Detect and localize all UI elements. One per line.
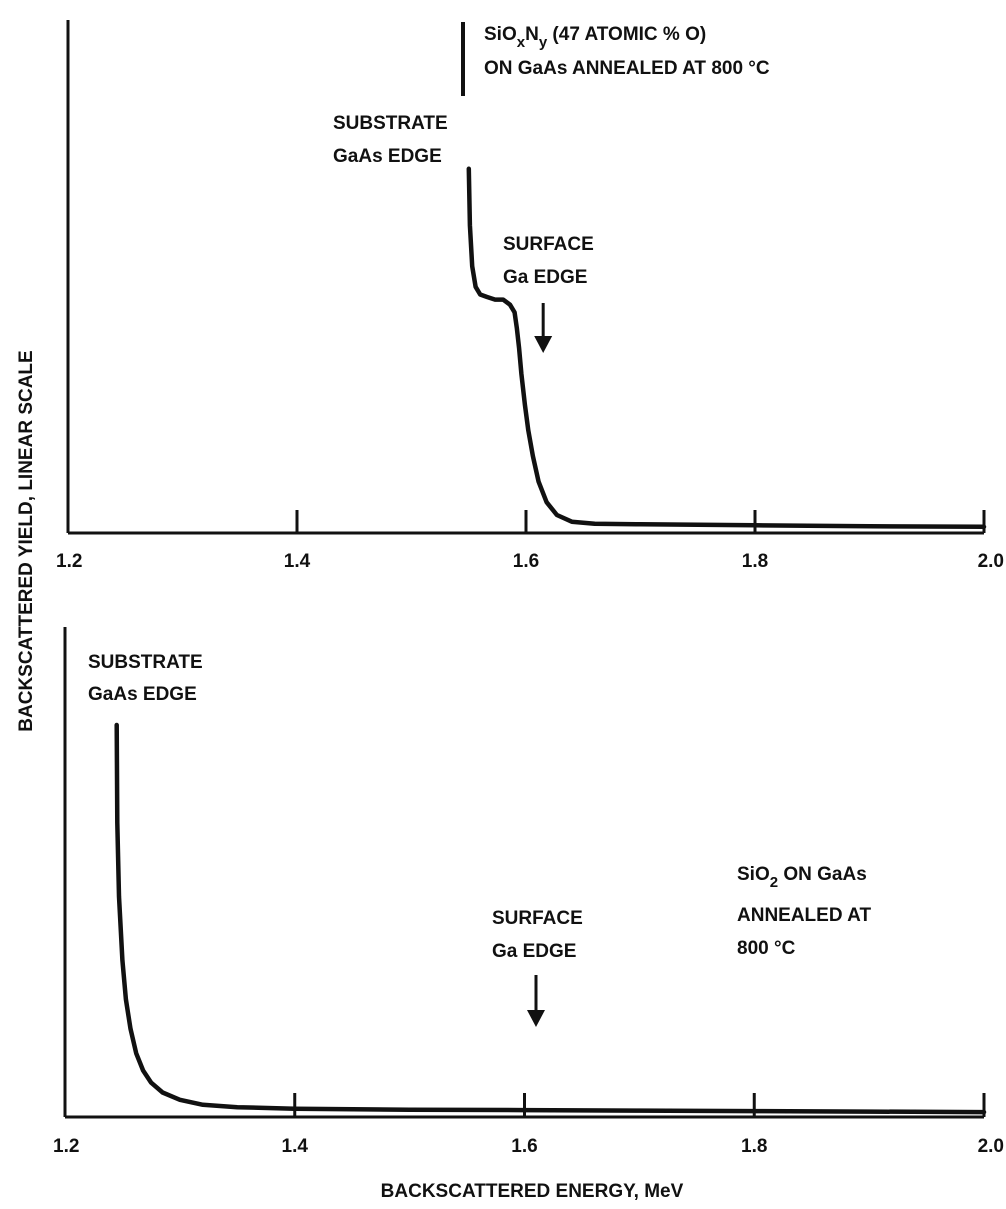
top-tick-label-1.8: 1.8 bbox=[742, 551, 768, 572]
top-panel: 1.2 1.4 1.6 1.8 2.0 SiOxNy (47 ATOMIC % O) O… bbox=[56, 20, 1004, 572]
bottom-tick-label-1.8: 1.8 bbox=[741, 1136, 767, 1157]
bottom-tick-label-2.0: 2.0 bbox=[978, 1136, 1004, 1157]
bottom-substrate-label-line1: SUBSTRATE bbox=[88, 652, 203, 673]
bottom-sample-label-line2: ANNEALED AT bbox=[737, 905, 871, 926]
top-surface-label-line1: SURFACE bbox=[503, 234, 594, 255]
bottom-series-line bbox=[114, 722, 987, 1115]
bottom-surface-label-line2: Ga EDGE bbox=[492, 941, 576, 962]
y-axis-title: BACKSCATTERED YIELD, LINEAR SCALE bbox=[16, 350, 37, 731]
top-arrow-head bbox=[534, 336, 553, 353]
top-tick-marks bbox=[295, 510, 986, 533]
bottom-tick-label-1.2: 1.2 bbox=[53, 1136, 79, 1157]
top-tick-label-1.4: 1.4 bbox=[284, 551, 311, 572]
top-sample-label-line2: ON GaAs ANNEALED AT 800 °C bbox=[484, 58, 770, 79]
top-substrate-label-line1: SUBSTRATE bbox=[333, 113, 448, 134]
bottom-tick-label-1.6: 1.6 bbox=[511, 1136, 537, 1157]
bottom-substrate-label-line2: GaAs EDGE bbox=[88, 684, 197, 705]
bottom-surface-label-line1: SURFACE bbox=[492, 908, 583, 929]
top-substrate-label-line2: GaAs EDGE bbox=[333, 146, 442, 167]
bottom-arrow-head bbox=[526, 1010, 545, 1027]
x-axis-title: BACKSCATTERED ENERGY, MeV bbox=[381, 1181, 684, 1202]
top-surface-edge-arrow bbox=[534, 303, 553, 353]
top-tick-label-1.6: 1.6 bbox=[513, 551, 539, 572]
top-tick-label-1.2: 1.2 bbox=[56, 551, 82, 572]
bottom-tick-label-1.4: 1.4 bbox=[282, 1136, 309, 1157]
bottom-panel: 1.2 1.4 1.6 1.8 2.0 SUBSTRATE GaAs EDGE SURF… bbox=[53, 627, 1004, 1157]
bottom-sample-label-line3: 800 °C bbox=[737, 938, 796, 959]
top-tick-label-2.0: 2.0 bbox=[978, 551, 1004, 572]
top-series-line bbox=[466, 166, 987, 530]
top-tick-labels: 1.2 1.4 1.6 1.8 2.0 bbox=[56, 551, 1004, 572]
bottom-tick-labels: 1.2 1.4 1.6 1.8 2.0 bbox=[53, 1136, 1004, 1157]
top-sample-label-line1: SiOxNy (47 ATOMIC % O) bbox=[484, 24, 706, 51]
top-surface-label-line2: Ga EDGE bbox=[503, 267, 587, 288]
bottom-sample-label-line1: SiO2 ON GaAs bbox=[737, 864, 867, 891]
bottom-surface-edge-arrow bbox=[526, 975, 545, 1027]
